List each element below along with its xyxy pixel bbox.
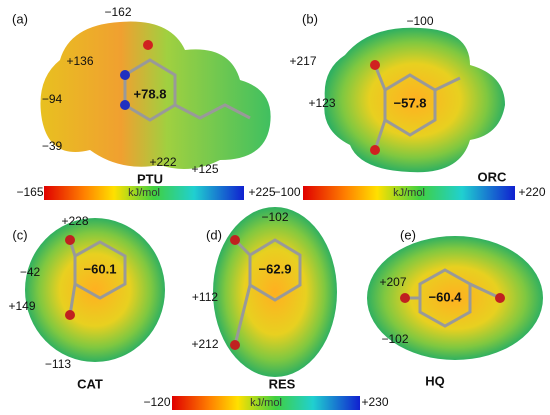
esp-surface	[40, 21, 271, 169]
potential-label: +125	[191, 162, 218, 176]
colorbar-max: +230	[361, 395, 388, 409]
colorbar-min: −165	[16, 185, 43, 199]
panel-label: (b)	[302, 11, 318, 26]
potential-label: −94	[42, 92, 63, 106]
atoms	[65, 40, 505, 350]
colorbar	[172, 396, 360, 410]
center-value: −60.1	[84, 261, 117, 276]
panel-label: (a)	[12, 11, 28, 26]
esp-surface	[367, 236, 543, 360]
potential-label: +136	[66, 54, 93, 68]
center-value: −57.8	[394, 95, 427, 110]
colorbar-max: +220	[518, 185, 545, 199]
potential-label: −39	[42, 139, 63, 153]
esp-surface	[25, 218, 165, 362]
potential-label: +149	[8, 299, 35, 313]
potential-label: −113	[45, 357, 71, 371]
molecule-name: ORC	[478, 169, 508, 184]
center-value: −62.9	[259, 261, 292, 276]
potential-label: +217	[289, 54, 316, 68]
colorbar-unit: kJ/mol	[250, 397, 282, 409]
potential-label: +228	[61, 214, 88, 228]
center-value: −60.4	[429, 289, 463, 304]
molecule-name: RES	[269, 376, 296, 391]
potential-label: +222	[149, 155, 176, 169]
potential-label: +112	[192, 290, 218, 304]
potential-label: −100	[406, 14, 433, 28]
molecule-name: PTU	[137, 171, 163, 186]
esp-surface	[324, 27, 505, 173]
potential-label: −102	[381, 332, 408, 346]
molecule-name: HQ	[425, 373, 445, 388]
panel-label: (d)	[206, 227, 222, 242]
esp-surface	[213, 207, 337, 377]
molecule-name: CAT	[77, 376, 103, 391]
colorbar	[44, 186, 244, 200]
panel-label: (e)	[400, 227, 416, 242]
colorbar	[303, 186, 515, 200]
colorbar-unit: kJ/mol	[393, 187, 425, 199]
potential-label: −162	[104, 5, 131, 19]
colorbar-min: −120	[143, 395, 170, 409]
potential-label: +212	[191, 337, 218, 351]
potential-label: −102	[261, 210, 288, 224]
potential-label: +207	[379, 275, 406, 289]
colorbar-max: +225	[248, 185, 275, 199]
potential-label: −42	[20, 265, 41, 279]
potential-label: +123	[308, 96, 335, 110]
center-value: +78.8	[134, 86, 167, 101]
colorbar-min: −100	[273, 185, 300, 199]
panel-label: (c)	[12, 227, 27, 242]
molecule	[68, 58, 501, 346]
colorbar-unit: kJ/mol	[128, 187, 160, 199]
